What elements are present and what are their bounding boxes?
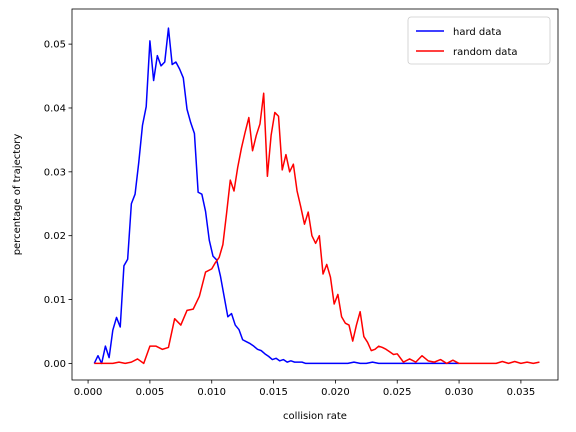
legend-box <box>407 16 551 65</box>
x-tick-label: 0.025 <box>383 387 412 398</box>
x-tick-label: 0.035 <box>507 387 536 398</box>
plot-lines <box>93 27 540 365</box>
legend-label: random data <box>453 47 518 58</box>
y-tick-label: 0.03 <box>44 167 66 178</box>
series-line-0 <box>93 27 460 365</box>
y-tick-label: 0.04 <box>44 103 66 114</box>
series-line-1 <box>94 92 540 365</box>
y-tick-label: 0.01 <box>44 295 66 306</box>
y-axis: 0.00 0.01 0.02 0.03 0.04 0.05 <box>44 40 72 370</box>
y-tick-label: 0.00 <box>44 359 66 370</box>
legend-label: hard data <box>453 27 501 38</box>
plot-frame <box>71 8 559 381</box>
x-axis: 0.000 0.005 0.010 0.015 0.020 0.025 0.030 0.035 <box>74 380 535 398</box>
y-axis-label: percentage of trajectory <box>12 134 23 256</box>
x-tick-label: 0.005 <box>136 387 165 398</box>
x-tick-label: 0.010 <box>197 387 226 398</box>
x-tick-label: 0.020 <box>321 387 350 398</box>
legend: hard data random data <box>407 16 551 65</box>
x-tick-label: 0.015 <box>259 387 288 398</box>
y-tick-label: 0.05 <box>44 40 66 51</box>
y-tick-label: 0.02 <box>44 231 66 242</box>
x-tick-label: 0.030 <box>445 387 474 398</box>
x-tick-label: 0.000 <box>74 387 103 398</box>
x-axis-label: collision rate <box>283 411 347 422</box>
